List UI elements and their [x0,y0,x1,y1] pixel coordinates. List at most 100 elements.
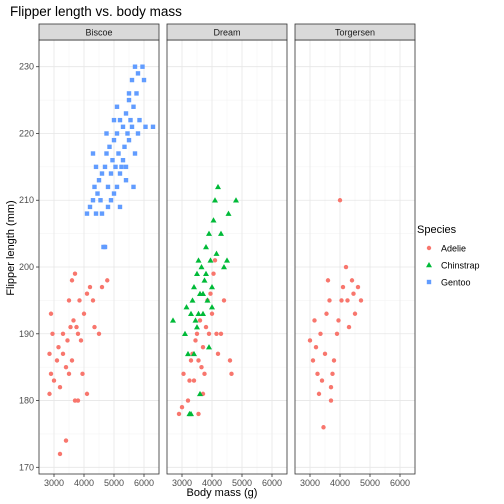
data-point [90,198,96,203]
data-point [98,198,103,203]
data-point [132,64,138,69]
data-point [203,243,209,250]
data-point [200,344,206,350]
data-point [209,311,215,316]
data-point [321,425,326,430]
data-point [71,318,76,323]
data-point [123,111,129,116]
data-point [120,157,126,163]
data-point [345,298,350,303]
data-point [215,351,221,357]
data-point [208,291,213,296]
data-point [105,278,110,283]
data-point [150,124,156,129]
data-point [325,278,331,283]
y-tick-label: 180 [19,396,34,406]
data-point [334,331,340,336]
y-tick-label: 210 [19,195,34,205]
x-tick-label: 4000 [330,478,350,488]
data-point [116,151,121,156]
data-point [195,310,202,317]
data-point [191,350,197,357]
data-point [198,264,205,270]
data-point [48,311,54,316]
data-point [189,297,196,303]
data-point [50,331,55,336]
data-point [111,191,117,196]
data-point [69,278,75,283]
data-point [104,151,109,156]
data-point [57,451,63,457]
data-point [65,338,70,343]
y-tick-label: 200 [19,262,34,272]
data-point [322,351,328,357]
data-point [104,131,109,136]
data-point [328,385,334,390]
data-point [125,131,130,136]
data-point [194,324,200,330]
facet-panels: Biscoe 3000 4000 5000 6000 Dream 3000 4000 5000 6… [19,23,416,488]
data-point [80,371,85,377]
data-point [210,217,217,223]
data-point [312,318,317,323]
data-point [137,117,142,123]
data-point [47,351,52,357]
data-point [211,271,216,276]
data-point [202,371,207,377]
data-point [170,317,176,323]
chart-title: Flipper length vs. body mass [10,4,182,19]
facet-panel: Biscoe 3000 4000 5000 6000 [38,23,160,488]
data-point [96,178,102,183]
data-point [122,144,127,150]
data-point [196,411,201,417]
data-point [84,211,90,216]
x-tick-label: 5000 [104,478,124,488]
data-point [336,318,341,323]
x-tick-label: 4000 [202,478,222,488]
data-point [203,270,209,276]
data-point [330,371,335,377]
data-point [351,291,356,296]
data-point [111,137,117,143]
x-axis-title: Body mass (g) [187,487,258,499]
data-point [209,304,215,310]
data-point [105,204,111,210]
data-point [143,124,148,129]
data-point [185,350,191,357]
facet-panel: Dream 3000 4000 5000 6000 [166,23,288,488]
data-point [90,151,96,156]
data-point [339,298,344,303]
data-point [212,258,218,263]
data-point [352,311,358,316]
data-point [117,204,123,210]
data-point [191,284,197,290]
data-point [199,364,204,370]
data-point [81,311,87,316]
x-tick-label: 3000 [300,478,320,488]
data-point [129,77,135,83]
data-point [54,358,60,363]
data-point [126,91,132,96]
data-point [131,104,136,109]
data-point [324,311,329,316]
data-point [134,91,139,96]
data-point [221,264,227,270]
data-point [213,250,220,256]
data-point [194,270,200,276]
data-point [75,398,81,403]
data-point [96,331,102,336]
data-point [105,184,111,190]
legend-key [426,245,432,251]
y-axis: 170 180 190 200 210 220 230 [19,62,39,472]
data-point [215,183,221,190]
data-point [63,438,69,443]
data-point [176,411,182,417]
data-point [72,271,78,276]
data-point [185,398,191,403]
data-point [135,71,141,76]
data-point [114,131,120,136]
data-point [221,298,227,303]
y-tick-label: 190 [19,329,34,339]
data-point [87,204,93,210]
